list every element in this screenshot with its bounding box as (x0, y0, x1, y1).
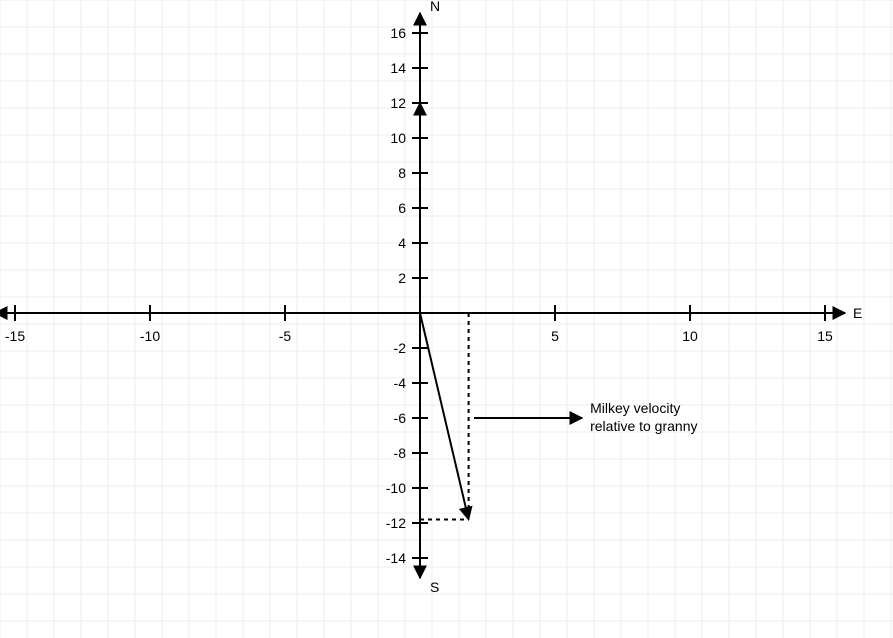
y-tick-label: 12 (390, 95, 406, 111)
axis-label-north: N (430, 0, 440, 14)
y-tick-label: 8 (398, 165, 406, 181)
annotation-text-line1: Milkey velocity (590, 400, 680, 416)
axis-label-south: S (430, 579, 439, 595)
x-tick-label: 15 (817, 328, 833, 344)
y-tick-label: 16 (390, 25, 406, 41)
x-tick-label: 5 (551, 328, 559, 344)
chart-container: -15 -10 -5 5 10 15 16 14 12 10 8 6 4 2 -2 -4 -6 -8 -10 -12 -… (0, 0, 893, 638)
y-tick-label: 4 (398, 235, 406, 251)
annotation-text-line2: relative to granny (590, 418, 697, 434)
y-tick-label: -14 (386, 550, 406, 566)
y-tick-label: -4 (394, 375, 407, 391)
x-tick-label: -10 (140, 328, 160, 344)
x-tick-label: -15 (5, 328, 25, 344)
y-tick-label: 14 (390, 60, 406, 76)
y-tick-label: 10 (390, 130, 406, 146)
y-tick-label: 6 (398, 200, 406, 216)
y-tick-label: -10 (386, 480, 406, 496)
y-tick-label: -2 (394, 340, 407, 356)
y-tick-label: -6 (394, 410, 407, 426)
y-tick-label: -8 (394, 445, 407, 461)
x-tick-label: 10 (682, 328, 698, 344)
vector-chart: -15 -10 -5 5 10 15 16 14 12 10 8 6 4 2 -2 -4 -6 -8 -10 -12 -… (0, 0, 893, 638)
y-tick-label: 2 (398, 270, 406, 286)
axis-label-east: E (853, 305, 862, 321)
x-tick-label: -5 (279, 328, 292, 344)
y-tick-label: -12 (386, 515, 406, 531)
